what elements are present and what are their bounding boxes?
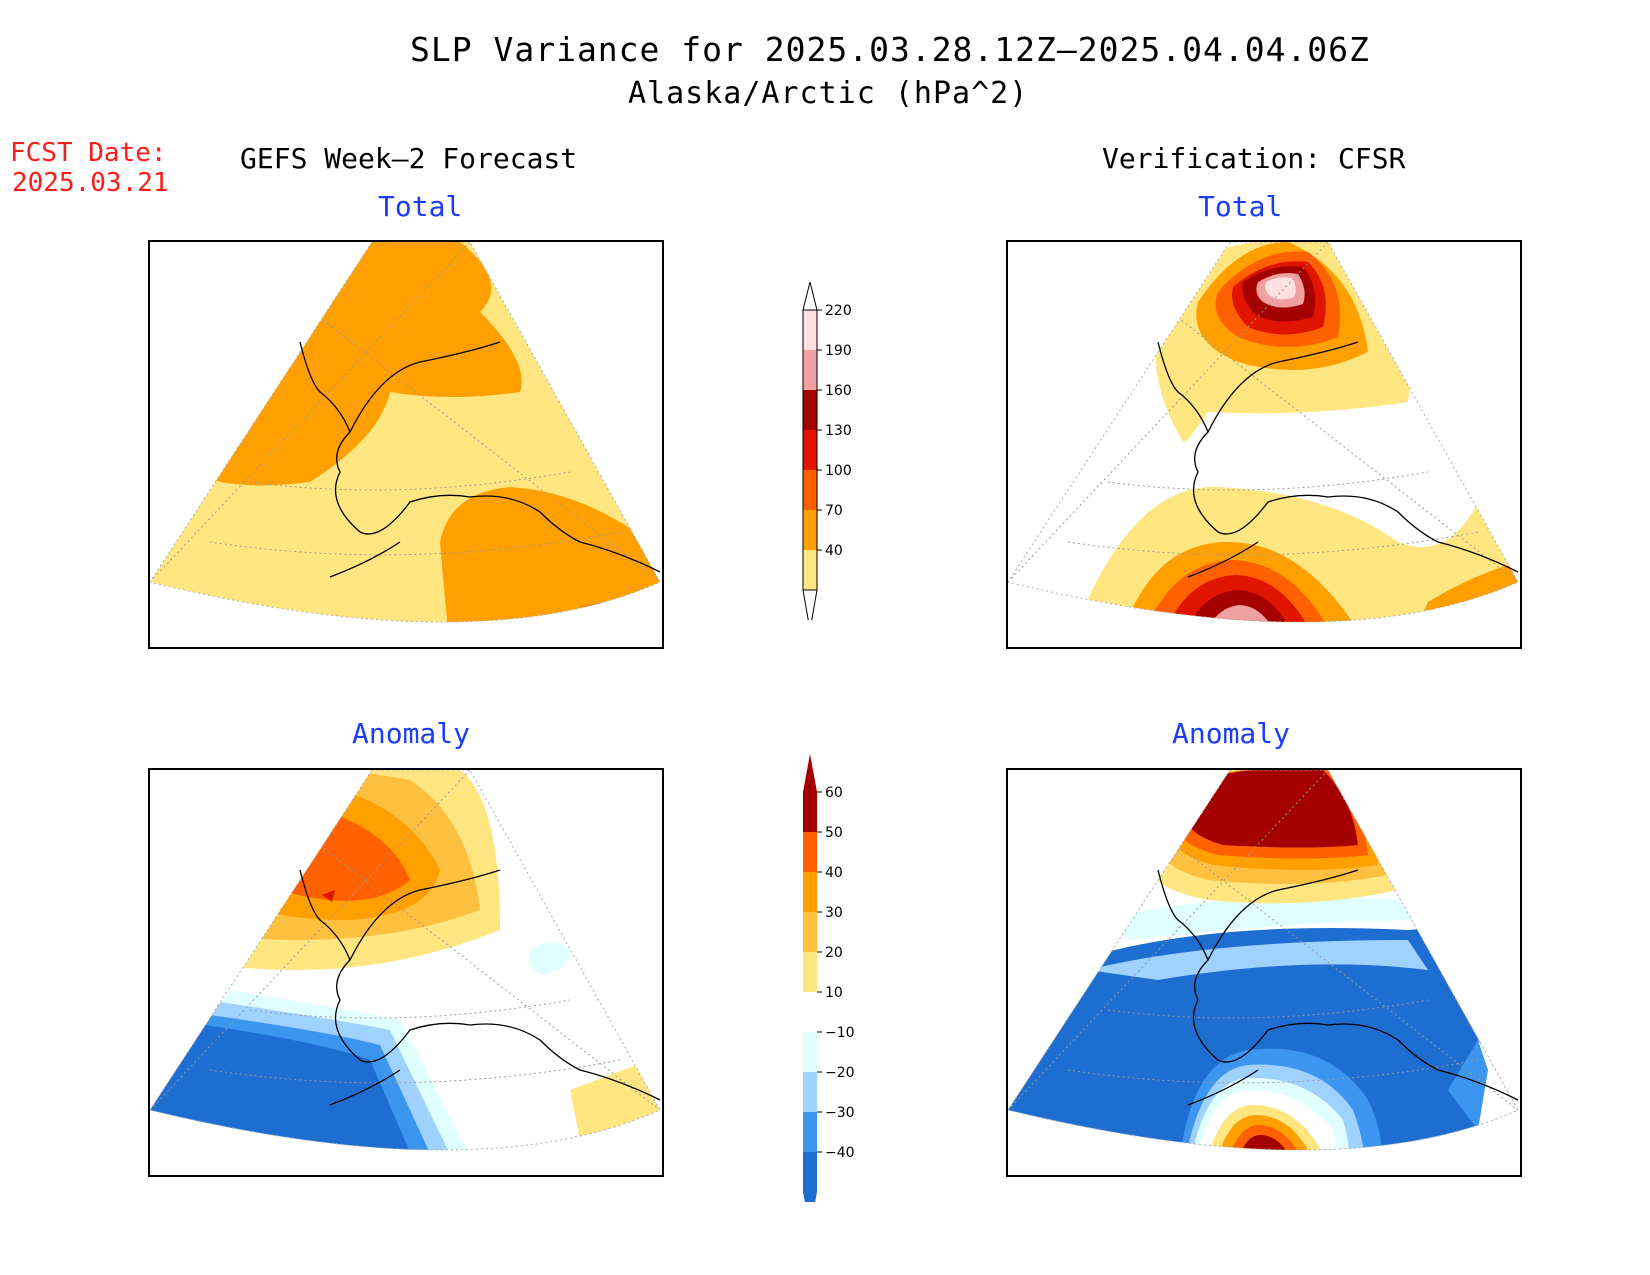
- fcst-total-map: [148, 240, 664, 649]
- total-colorbar-box: [803, 310, 817, 350]
- total-colorbar-outline: [802, 309, 818, 591]
- verif-anomaly-label: Anomaly: [1172, 717, 1291, 750]
- anomaly-colorbar-tick-label: −40: [825, 1145, 855, 1161]
- total-colorbar-tick-label: 160: [825, 383, 852, 399]
- anomaly-colorbar-tick-label: 50: [825, 825, 843, 841]
- anomaly-colorbar-top-arrow: [803, 754, 817, 792]
- total-colorbar-box: [803, 430, 817, 470]
- anomaly-colorbar-box: [803, 952, 817, 992]
- fcst-anomaly-map: [148, 768, 664, 1177]
- verif-total-map: [1006, 240, 1522, 649]
- anomaly-colorbar-box: [803, 1032, 817, 1072]
- total-colorbar-top-arrow: [802, 281, 818, 311]
- total-colorbar-tick-label: 100: [825, 463, 852, 479]
- verif-total-label: Total: [1198, 190, 1283, 223]
- total-colorbar-tick-label: 70: [825, 503, 843, 519]
- fcst-anomaly-label: Anomaly: [352, 717, 471, 750]
- total-colorbar-box: [803, 470, 817, 510]
- chart-title: SLP Variance for 2025.03.28.12Z–2025.04.…: [410, 30, 1370, 69]
- anomaly-colorbar-box: [803, 1072, 817, 1112]
- anomaly-colorbar-box: [803, 1112, 817, 1152]
- anomaly-colorbar-tick-label: 20: [825, 945, 843, 961]
- anomaly-colorbar-tick-label: −10: [825, 1025, 855, 1041]
- anomaly-colorbar: 60 50 40 30 20 10 −10 −20 −30 −40: [803, 754, 855, 1202]
- fcst-date-value: 2025.03.21: [12, 168, 169, 198]
- total-colorbar-box: [803, 510, 817, 550]
- total-colorbar-tick-label: 40: [825, 543, 843, 559]
- anomaly-colorbar-tick-label: 60: [825, 785, 843, 801]
- left-column-header: GEFS Week–2 Forecast: [240, 142, 578, 175]
- verif-anomaly-map: [1006, 768, 1522, 1177]
- anomaly-colorbar-box: [803, 832, 817, 872]
- right-column-header: Verification: CFSR: [1102, 142, 1406, 175]
- anomaly-colorbar-tick-label: −20: [825, 1065, 855, 1081]
- total-colorbar-box: [803, 390, 817, 430]
- anomaly-colorbar-bottom-arrow: [803, 1192, 817, 1202]
- chart-subtitle: Alaska/Arctic (hPa^2): [628, 76, 1029, 111]
- total-colorbar-bottom-arrow: [802, 589, 818, 620]
- anomaly-colorbar-box: [803, 792, 817, 832]
- anomaly-colorbar-tick-label: 30: [825, 905, 843, 921]
- anomaly-colorbar-box: [803, 872, 817, 912]
- total-colorbar-box: [803, 350, 817, 390]
- total-colorbar-tick-label: 220: [825, 303, 852, 319]
- fcst-total-label: Total: [378, 190, 463, 223]
- anomaly-colorbar-tick-label: 40: [825, 865, 843, 881]
- anomaly-colorbar-tick-label: −30: [825, 1105, 855, 1121]
- anomaly-colorbar-tick-label: 10: [825, 985, 843, 1001]
- total-colorbar: 40 70 100 130 160 190 220: [802, 281, 852, 620]
- anomaly-colorbar-box: [803, 992, 817, 1032]
- total-colorbar-box: [803, 550, 817, 590]
- anomaly-colorbar-box: [803, 912, 817, 952]
- fcst-date-label: FCST Date:: [10, 138, 167, 168]
- anomaly-colorbar-box: [803, 1152, 817, 1192]
- total-colorbar-tick-label: 130: [825, 423, 852, 439]
- total-colorbar-tick-label: 190: [825, 343, 852, 359]
